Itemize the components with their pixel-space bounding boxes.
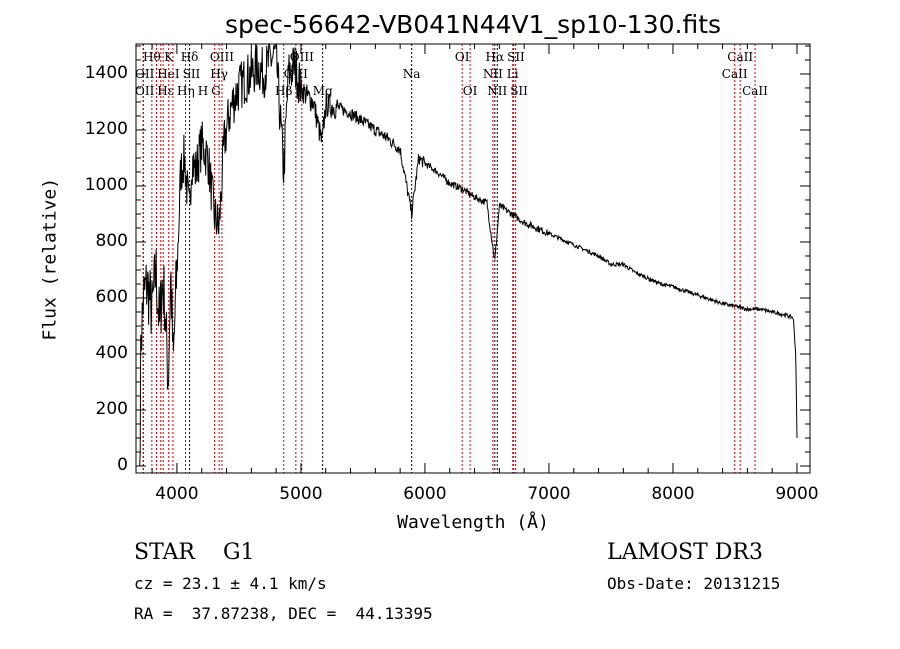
spectral-line-label: CaII: [742, 84, 768, 98]
survey-name: LAMOST DR3: [607, 540, 763, 565]
y-tick-label: 800: [95, 230, 128, 251]
spectral-line-label: OIII: [290, 50, 314, 64]
spectral-line-label: OII: [135, 84, 155, 98]
y-tick-label: 600: [95, 286, 128, 307]
y-tick-label: 0: [117, 454, 128, 475]
spectral-line-label: Li: [507, 67, 519, 81]
spectral-line-label: OI: [463, 84, 478, 98]
y-axis-label: Flux (relative): [39, 177, 61, 341]
spectral-line-label: OIII: [284, 67, 308, 81]
spectral-line-label: K: [164, 50, 174, 64]
x-tick-label: 4000: [155, 484, 199, 504]
spectral-line-label: OII: [135, 67, 155, 81]
spectral-line-label: H: [198, 84, 208, 98]
y-tick-label: 1000: [84, 174, 128, 195]
spectral-line-label: Hβ: [275, 84, 292, 98]
plot-frame: [135, 43, 811, 474]
spectral-line-label: SII: [510, 84, 528, 98]
y-tick-label: 200: [95, 398, 128, 419]
x-tick-label: 8000: [651, 484, 695, 504]
y-tick-label: 1200: [84, 118, 128, 139]
x-tick-label: 7000: [527, 484, 571, 504]
obs-date: Obs-Date: 20131215: [607, 574, 781, 593]
spectral-line-label: Hγ: [210, 67, 228, 81]
chart-title: spec-56642-VB041N44V1_sp10-130.fits: [224, 10, 722, 39]
redshift-cz: cz = 23.1 ± 4.1 km/s: [134, 574, 327, 593]
y-tick-label: 400: [95, 342, 128, 363]
x-tick-label: 5000: [279, 484, 323, 504]
y-tick-label: 1400: [84, 62, 128, 83]
spectral-line-label: Hθ: [143, 50, 161, 64]
x-tick-label: 6000: [403, 484, 447, 504]
spectral-line-label: Hε: [157, 84, 174, 98]
object-class: STAR G1: [134, 540, 255, 565]
spectral-line-label: NII: [483, 67, 503, 81]
spectral-lines: [142, 44, 756, 473]
spectral-line-label: CaII: [727, 50, 753, 64]
spectral-line-label: Hη: [177, 84, 195, 98]
coordinates: RA = 37.87238, DEC = 44.13395: [134, 604, 433, 623]
spectrum-line: [139, 42, 798, 467]
spectral-line-label: Mg: [313, 84, 333, 98]
spectral-line-label: NII: [487, 84, 507, 98]
x-axis-label: Wavelength (Å): [397, 512, 549, 533]
spectral-line-label: Na: [403, 67, 421, 81]
spectral-line-label: HeI: [157, 67, 180, 81]
spectral-line-label: Hα: [486, 50, 505, 64]
spectral-line-label: Hδ: [181, 50, 199, 64]
spectral-line-label: OIII: [210, 50, 234, 64]
spectral-line-label: CaII: [722, 67, 748, 81]
x-tick-label: 9000: [775, 484, 819, 504]
spectral-line-label: SII: [507, 50, 525, 64]
spectral-line-label: G: [211, 84, 221, 98]
spectral-line-label: OI: [455, 50, 470, 64]
axis-ticks: [136, 44, 810, 473]
spectral-line-label: SII: [183, 67, 201, 81]
